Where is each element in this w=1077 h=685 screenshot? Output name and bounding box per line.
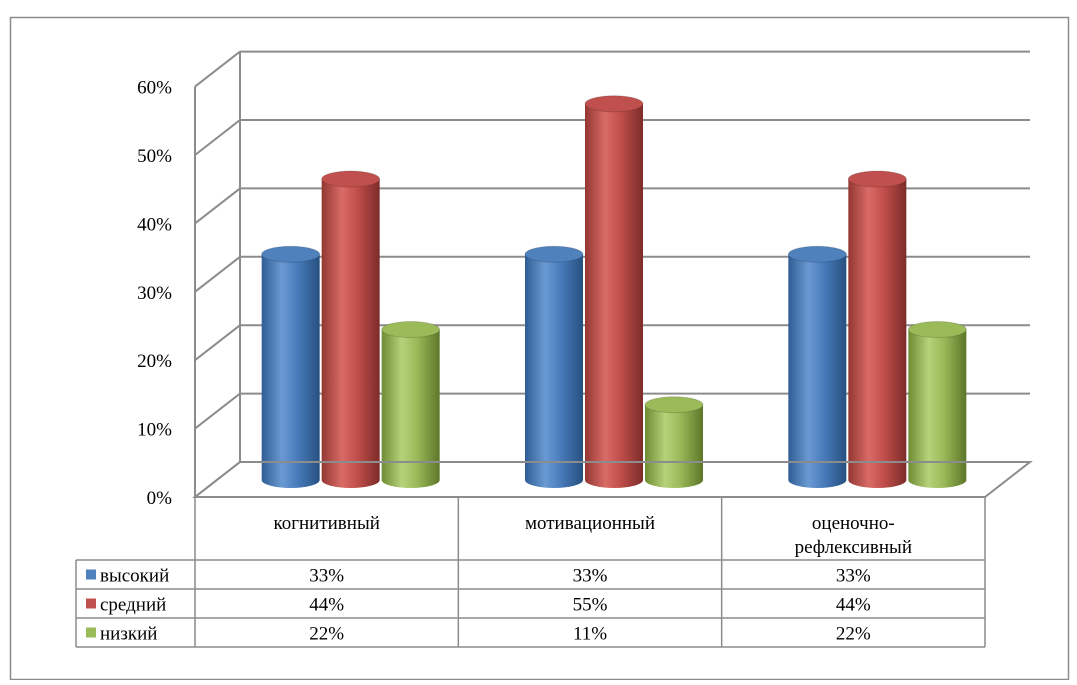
gridline-diagonal — [194, 324, 241, 361]
bar-top — [847, 170, 907, 188]
bar-body — [381, 329, 440, 488]
bar-body — [848, 179, 907, 489]
bar-top — [787, 245, 847, 263]
bar-body — [321, 179, 380, 489]
category-label-line: оценочно- — [812, 513, 895, 534]
bar-top — [261, 245, 321, 263]
data-label: 44% — [836, 595, 871, 616]
bar-body — [788, 254, 847, 488]
bar — [907, 321, 967, 488]
bar-body — [585, 103, 643, 489]
category-label-line: мотивационный — [525, 513, 655, 534]
y-tick-label: 50% — [137, 146, 172, 167]
bar-body — [261, 254, 320, 488]
category-label: когнитивный — [273, 513, 379, 534]
y-tick-label: 40% — [137, 214, 172, 235]
y-tick-label: 30% — [137, 283, 172, 304]
gridline-diagonal — [194, 187, 241, 225]
data-table: когнитивный мотивационный оценочно-рефлекс… — [75, 497, 986, 648]
bar-top — [524, 245, 584, 263]
category-label: оценочно-рефлексивный — [795, 513, 912, 558]
bar — [644, 396, 704, 488]
y-tick-label: 20% — [137, 351, 172, 372]
bar-top — [644, 396, 704, 414]
y-axis: 0% 10% 20% 30% 40% 50% 60% — [137, 78, 172, 509]
bar-top — [907, 321, 967, 339]
gridline-diagonal — [194, 119, 241, 156]
legend-key — [86, 598, 96, 609]
bar — [584, 95, 644, 489]
bar-top — [381, 321, 441, 339]
category-label-line: рефлексивный — [795, 537, 912, 558]
data-label: 44% — [309, 595, 344, 616]
bar-body — [908, 329, 967, 488]
data-label: 33% — [573, 566, 608, 587]
bar — [847, 170, 907, 489]
legend-key — [86, 569, 96, 580]
gridline-diagonal — [194, 256, 241, 293]
bar-top — [321, 170, 381, 188]
category-label-line: когнитивный — [273, 513, 379, 534]
gridline-diagonal — [194, 392, 241, 430]
data-label: 33% — [836, 566, 871, 587]
category-label: мотивационный — [525, 513, 655, 534]
data-label: 22% — [309, 624, 344, 645]
gridline-diagonal — [194, 50, 241, 88]
bar — [787, 245, 847, 488]
bar-top — [584, 95, 644, 113]
y-tick-label: 60% — [137, 78, 172, 99]
legend-key — [86, 627, 96, 638]
bar — [261, 245, 321, 488]
bar-body — [525, 254, 583, 488]
y-tick-label: 10% — [137, 420, 172, 441]
bar-body — [645, 404, 703, 488]
bar — [321, 170, 381, 489]
bar — [381, 321, 441, 488]
data-label: 55% — [573, 595, 608, 616]
series-name: низкий — [100, 624, 157, 645]
data-label: 33% — [309, 566, 344, 587]
data-label: 11% — [573, 624, 607, 645]
series-name: высокий — [100, 566, 169, 587]
bars — [261, 95, 967, 489]
y-tick-label: 0% — [147, 488, 173, 509]
series-name: средний — [100, 595, 166, 616]
data-label: 22% — [836, 624, 871, 645]
bar — [524, 245, 584, 488]
